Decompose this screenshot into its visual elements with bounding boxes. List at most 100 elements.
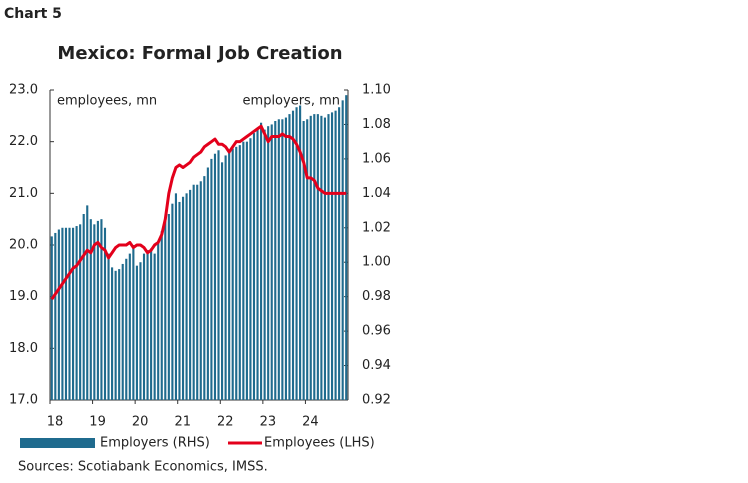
bar: [132, 245, 135, 400]
bar: [68, 227, 71, 400]
chart-title: Mexico: Formal Job Creation: [57, 43, 342, 64]
bar: [252, 133, 256, 401]
bar: [231, 148, 234, 400]
bar: [334, 110, 337, 401]
bar: [61, 227, 64, 400]
bar: [320, 115, 323, 400]
bar: [210, 158, 213, 400]
bar: [235, 146, 238, 400]
y2-tick-label: 1.00: [362, 255, 391, 270]
x-tick-label: 18: [47, 415, 64, 430]
x-tick-label: 21: [174, 415, 191, 430]
y-tick-label: 18.0: [9, 341, 38, 356]
y-tick-label: 23.0: [9, 83, 38, 98]
bar: [338, 107, 341, 400]
bar: [82, 214, 85, 400]
legend-label: Employees (LHS): [264, 436, 375, 451]
bar: [224, 155, 227, 400]
bar: [270, 124, 273, 400]
y-axis-label: employees, mn: [57, 94, 157, 109]
bar: [291, 110, 295, 401]
bar: [135, 265, 138, 400]
bar: [299, 105, 302, 400]
bar: [125, 258, 128, 400]
bar: [267, 126, 270, 401]
bar: [167, 214, 170, 400]
bar: [100, 219, 103, 400]
bar: [327, 114, 330, 400]
bar: [160, 231, 163, 400]
x-tick-label: 24: [302, 415, 319, 430]
bar: [330, 112, 334, 400]
bar: [50, 236, 53, 400]
bar: [164, 220, 167, 400]
bar: [121, 263, 124, 400]
bar: [217, 150, 220, 400]
legend-label: Employers (RHS): [100, 436, 210, 451]
bar: [54, 232, 57, 400]
bar: [277, 119, 280, 401]
bar: [323, 117, 327, 401]
bar: [288, 114, 291, 400]
y-tick-label: 21.0: [9, 186, 38, 201]
bar: [341, 100, 344, 400]
bar: [86, 205, 89, 400]
bar: [213, 153, 217, 400]
x-tick-label: 22: [217, 415, 234, 430]
bar: [75, 226, 78, 400]
line: [50, 124, 347, 301]
y2-tick-label: 1.08: [362, 117, 391, 132]
bar: [185, 193, 188, 400]
bar: [189, 189, 192, 400]
bar: [220, 162, 224, 400]
y2-tick-label: 1.02: [362, 220, 391, 235]
bar: [206, 167, 209, 400]
bar: [64, 227, 68, 400]
chart-label: Chart 5: [4, 6, 62, 22]
bar: [256, 127, 259, 400]
y2-tick-label: 1.06: [362, 151, 391, 166]
bar: [316, 114, 319, 400]
y2-tick-label: 1.04: [362, 186, 391, 201]
bar: [171, 203, 174, 400]
bar: [107, 253, 110, 400]
bar: [345, 95, 348, 401]
bar: [228, 150, 231, 400]
bar: [281, 119, 284, 401]
y2-tick-label: 0.96: [362, 324, 391, 339]
y2-tick-label: 1.10: [362, 83, 391, 98]
bar: [242, 141, 245, 400]
x-tick-label: 19: [89, 415, 106, 430]
y-tick-label: 19.0: [9, 289, 38, 304]
bar: [111, 267, 114, 400]
bar: [284, 117, 287, 401]
source: Sources: Scotiabank Economics, IMSS.: [18, 460, 268, 475]
bar: [260, 122, 263, 400]
bar: [295, 107, 298, 400]
bar: [128, 253, 131, 400]
bar: [93, 224, 96, 400]
bar: [178, 201, 181, 400]
x-tick-label: 23: [260, 415, 277, 430]
bar: [157, 241, 160, 400]
bar: [309, 115, 312, 400]
y2-tick-label: 0.92: [362, 393, 391, 408]
bar: [245, 141, 248, 400]
y-tick-label: 20.0: [9, 238, 38, 253]
bar: [181, 196, 185, 400]
bar: [196, 184, 199, 400]
y2-tick-label: 0.94: [362, 358, 391, 373]
bar: [139, 262, 142, 400]
bar: [174, 193, 178, 400]
bar: [203, 176, 206, 400]
y2-axis-label: employers, mn: [243, 94, 340, 109]
bar: [89, 219, 92, 400]
x-tick-label: 20: [132, 415, 149, 430]
bar: [153, 253, 156, 400]
bar: [118, 269, 121, 400]
bar: [263, 129, 266, 400]
bar: [103, 227, 107, 400]
bar: [274, 121, 277, 400]
bar: [114, 270, 117, 400]
